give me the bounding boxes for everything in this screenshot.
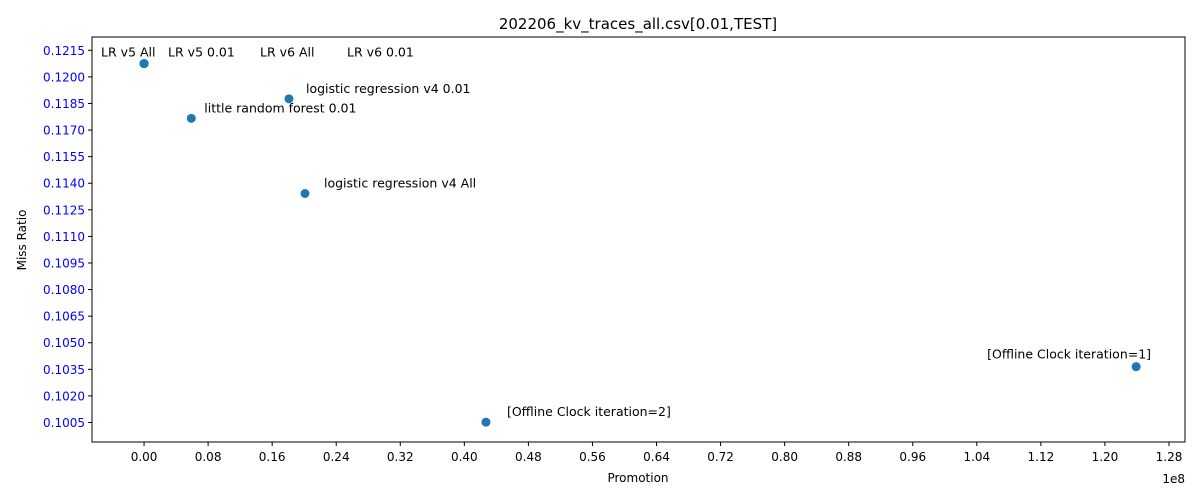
x-tick-label: 0.16: [259, 450, 286, 464]
y-tick-label: 0.1140: [43, 177, 85, 191]
scatter-point: [300, 189, 310, 199]
x-tick-label: 0.64: [643, 450, 670, 464]
y-axis-label: Miss Ratio: [15, 210, 29, 271]
y-tick-label: 0.1005: [43, 416, 85, 430]
x-tick-label: 0.08: [195, 450, 222, 464]
point-label: LR v5 All: [101, 45, 155, 60]
x-axis-offset-label: 1e8: [1162, 472, 1185, 486]
y-tick-label: 0.1155: [43, 150, 85, 164]
point-annotations: LR v5 All LR v5 0.01 LR v6 All LR v6 0.01 lo…: [101, 45, 1151, 420]
point-label: logistic regression v4 All: [324, 176, 476, 191]
point-label: logistic regression v4 0.01: [306, 81, 471, 96]
y-tick-label: 0.1200: [43, 70, 85, 84]
x-tick-label: 0.80: [771, 450, 798, 464]
x-tick-label: 0.00: [131, 450, 158, 464]
x-tick-label: 1.04: [963, 450, 990, 464]
point-label: [Offline Clock iteration=2]: [507, 404, 671, 419]
y-tick-label: 0.1050: [43, 336, 85, 350]
x-tick-label: 0.96: [899, 450, 926, 464]
x-tick-label: 0.88: [835, 450, 862, 464]
x-tick-label: 0.48: [515, 450, 542, 464]
point-label: LR v6 All: [260, 45, 314, 60]
y-tick-label: 0.1185: [43, 97, 85, 111]
point-label: little random forest 0.01: [204, 100, 356, 115]
plot-area: [91, 36, 1186, 443]
x-axis-label: Promotion: [607, 471, 668, 485]
chart-title: 202206_kv_traces_all.csv[0.01,TEST]: [499, 15, 777, 34]
scatter-point: [186, 113, 196, 123]
y-tick-label: 0.1125: [43, 203, 85, 217]
x-tick-label: 0.24: [323, 450, 350, 464]
y-axis: 0.1005 0.1020 0.1035 0.1050 0.1065 0.1080 0.10…: [43, 44, 92, 430]
scatter-point: [139, 59, 149, 69]
scatter-point: [284, 94, 294, 104]
y-tick-label: 0.1215: [43, 44, 85, 58]
x-tick-label: 0.40: [451, 450, 478, 464]
x-axis: 0.00 0.08 0.16 0.24 0.32 0.40 0.48 0.56 0.64 0.72…: [131, 442, 1183, 464]
plot-border: [91, 36, 1186, 443]
x-tick-label: 0.32: [387, 450, 414, 464]
y-tick-label: 0.1170: [43, 124, 85, 138]
x-tick-label: 0.72: [707, 450, 734, 464]
scatter-point: [1131, 362, 1141, 372]
data-points: [139, 59, 1141, 427]
y-tick-label: 0.1080: [43, 283, 85, 297]
y-tick-label: 0.1065: [43, 310, 85, 324]
point-label: LR v5 0.01: [168, 45, 235, 60]
x-tick-label: 1.12: [1028, 450, 1055, 464]
x-tick-label: 1.20: [1092, 450, 1119, 464]
y-tick-label: 0.1035: [43, 363, 85, 377]
point-label: LR v6 0.01: [347, 45, 414, 60]
y-tick-label: 0.1110: [43, 230, 85, 244]
point-label: [Offline Clock iteration=1]: [987, 347, 1151, 362]
scatter-point: [481, 417, 491, 427]
y-tick-label: 0.1020: [43, 389, 85, 403]
y-tick-label: 0.1095: [43, 256, 85, 270]
x-tick-label: 1.28: [1156, 450, 1183, 464]
x-tick-label: 0.56: [579, 450, 606, 464]
